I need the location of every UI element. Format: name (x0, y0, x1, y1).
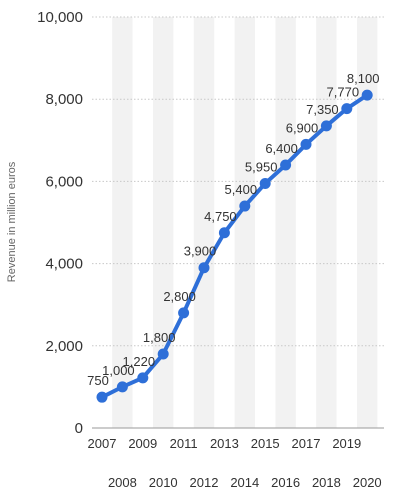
data-label: 7,350 (306, 102, 339, 117)
data-point (280, 159, 292, 171)
data-point (157, 348, 169, 360)
column-band (153, 17, 174, 428)
y-tick-label: 2,000 (45, 338, 83, 355)
x-axis-ticks: 2007 2008 2009 2010 2011 2012 2013 2014 2015 2016… (88, 436, 382, 490)
data-label: 7,770 (327, 85, 360, 100)
column-band (275, 17, 296, 428)
x-tick-label: 2016 (271, 475, 300, 490)
column-bands (112, 17, 378, 428)
data-label: 750 (87, 373, 109, 388)
column-band (357, 17, 378, 428)
data-label: 1,000 (102, 363, 135, 378)
x-tick-label: 2020 (353, 475, 382, 490)
data-point (259, 177, 271, 189)
column-band (193, 17, 215, 428)
data-point (320, 120, 332, 132)
y-tick-label: 8,000 (45, 91, 83, 108)
x-tick-label: 2008 (108, 475, 137, 490)
y-axis-label: Revenue in million euros (6, 161, 18, 282)
x-tick-label: 2013 (210, 436, 239, 451)
data-point (239, 200, 251, 212)
y-tick-label: 6,000 (45, 173, 83, 190)
column-band (112, 17, 133, 428)
data-label: 6,900 (286, 120, 319, 135)
data-label: 2,800 (163, 289, 196, 304)
y-tick-label: 4,000 (45, 256, 83, 273)
data-point (96, 391, 108, 403)
x-tick-label: 2012 (190, 475, 219, 490)
x-tick-label: 2009 (128, 436, 157, 451)
gridlines (92, 16, 384, 429)
data-point (300, 138, 312, 150)
data-label: 1,800 (143, 330, 176, 345)
data-label: 3,900 (184, 244, 217, 259)
x-tick-label: 2010 (149, 475, 178, 490)
x-tick-label: 2015 (251, 436, 280, 451)
x-tick-label: 2017 (292, 436, 321, 451)
data-label: 1,220 (123, 354, 156, 369)
data-label: 6,400 (265, 141, 298, 156)
data-label: 5,400 (225, 182, 258, 197)
data-point (218, 227, 230, 239)
column-band (234, 17, 255, 428)
data-point (137, 372, 149, 384)
x-tick-label: 2019 (332, 436, 361, 451)
x-tick-label: 2007 (88, 436, 117, 451)
data-point (361, 89, 373, 101)
data-label: 5,950 (245, 159, 278, 174)
data-point (341, 103, 353, 115)
data-point (178, 307, 190, 319)
data-point (198, 262, 210, 274)
data-label: 4,750 (204, 209, 237, 224)
x-tick-label: 2014 (230, 475, 259, 490)
y-axis-ticks: 0 2,000 4,000 6,000 8,000 10,000 (37, 9, 83, 437)
x-tick-label: 2011 (170, 436, 198, 451)
data-points (96, 89, 373, 403)
y-tick-label: 10,000 (37, 9, 83, 26)
column-band (316, 17, 337, 428)
data-label: 8,100 (347, 71, 380, 86)
data-point (116, 381, 128, 393)
x-tick-label: 2018 (312, 475, 341, 490)
y-tick-label: 0 (75, 420, 83, 437)
